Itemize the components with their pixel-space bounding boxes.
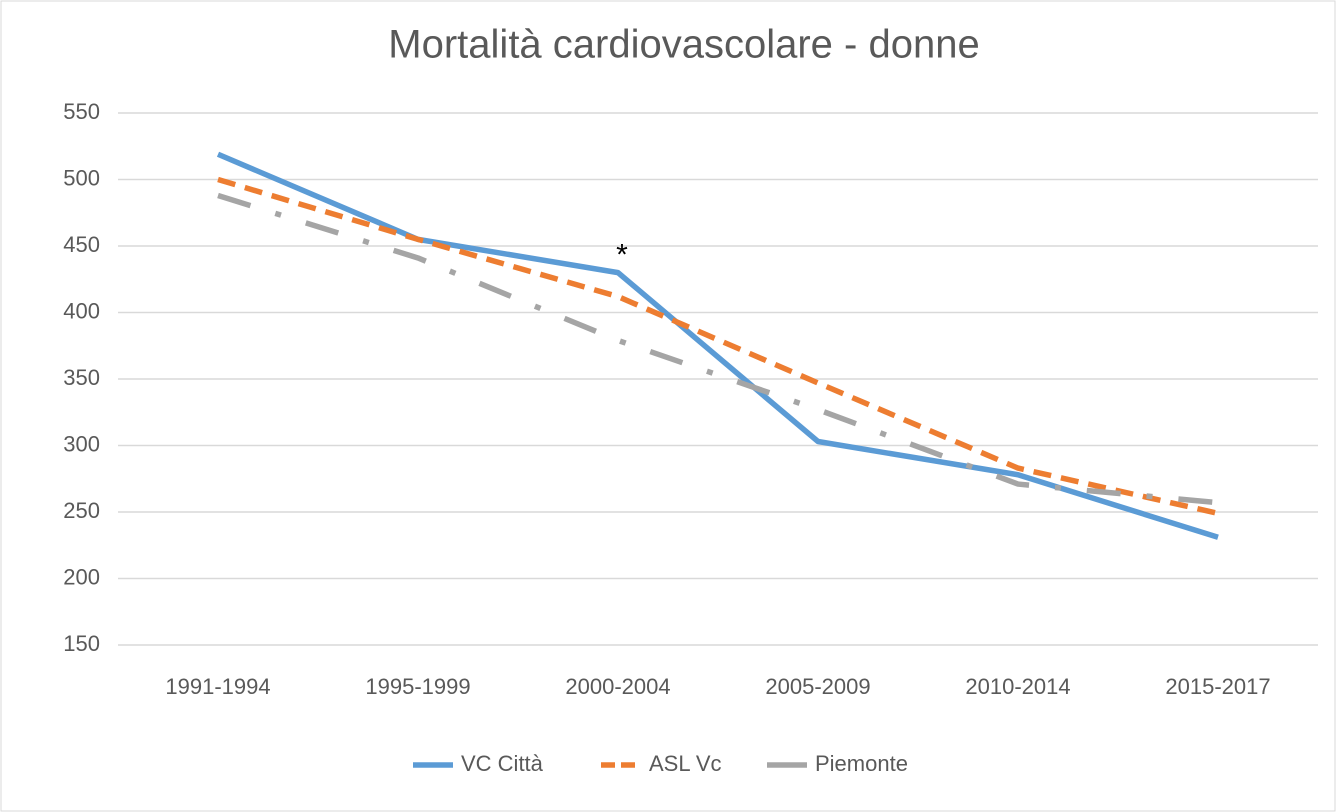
y-tick-label: 450 [63, 232, 100, 257]
series-line [216, 151, 1219, 540]
y-tick-label: 250 [63, 498, 100, 523]
x-tick-label: 2015-2017 [1165, 674, 1270, 699]
x-tick-label: 2005-2009 [765, 674, 870, 699]
x-tick-label: 1991-1994 [165, 674, 270, 699]
y-tick-label: 400 [63, 298, 100, 323]
annotation: * [616, 239, 628, 272]
y-tick-label: 500 [63, 165, 100, 190]
x-tick-label: 2000-2004 [565, 674, 670, 699]
y-tick-label: 200 [63, 564, 100, 589]
y-tick-label: 300 [63, 431, 100, 456]
x-tick-label: 2010-2014 [965, 674, 1070, 699]
y-tick-label: 550 [63, 99, 100, 124]
chart-title: Mortalità cardiovascolare - donne [388, 23, 979, 67]
legend-label: VC Città [461, 751, 544, 776]
y-tick-label: 350 [63, 365, 100, 390]
y-tick-label: 150 [63, 631, 100, 656]
series-line [217, 176, 1219, 517]
legend-label: ASL Vc [649, 751, 722, 776]
legend-label: Piemonte [815, 751, 908, 776]
x-tick-label: 1995-1999 [365, 674, 470, 699]
